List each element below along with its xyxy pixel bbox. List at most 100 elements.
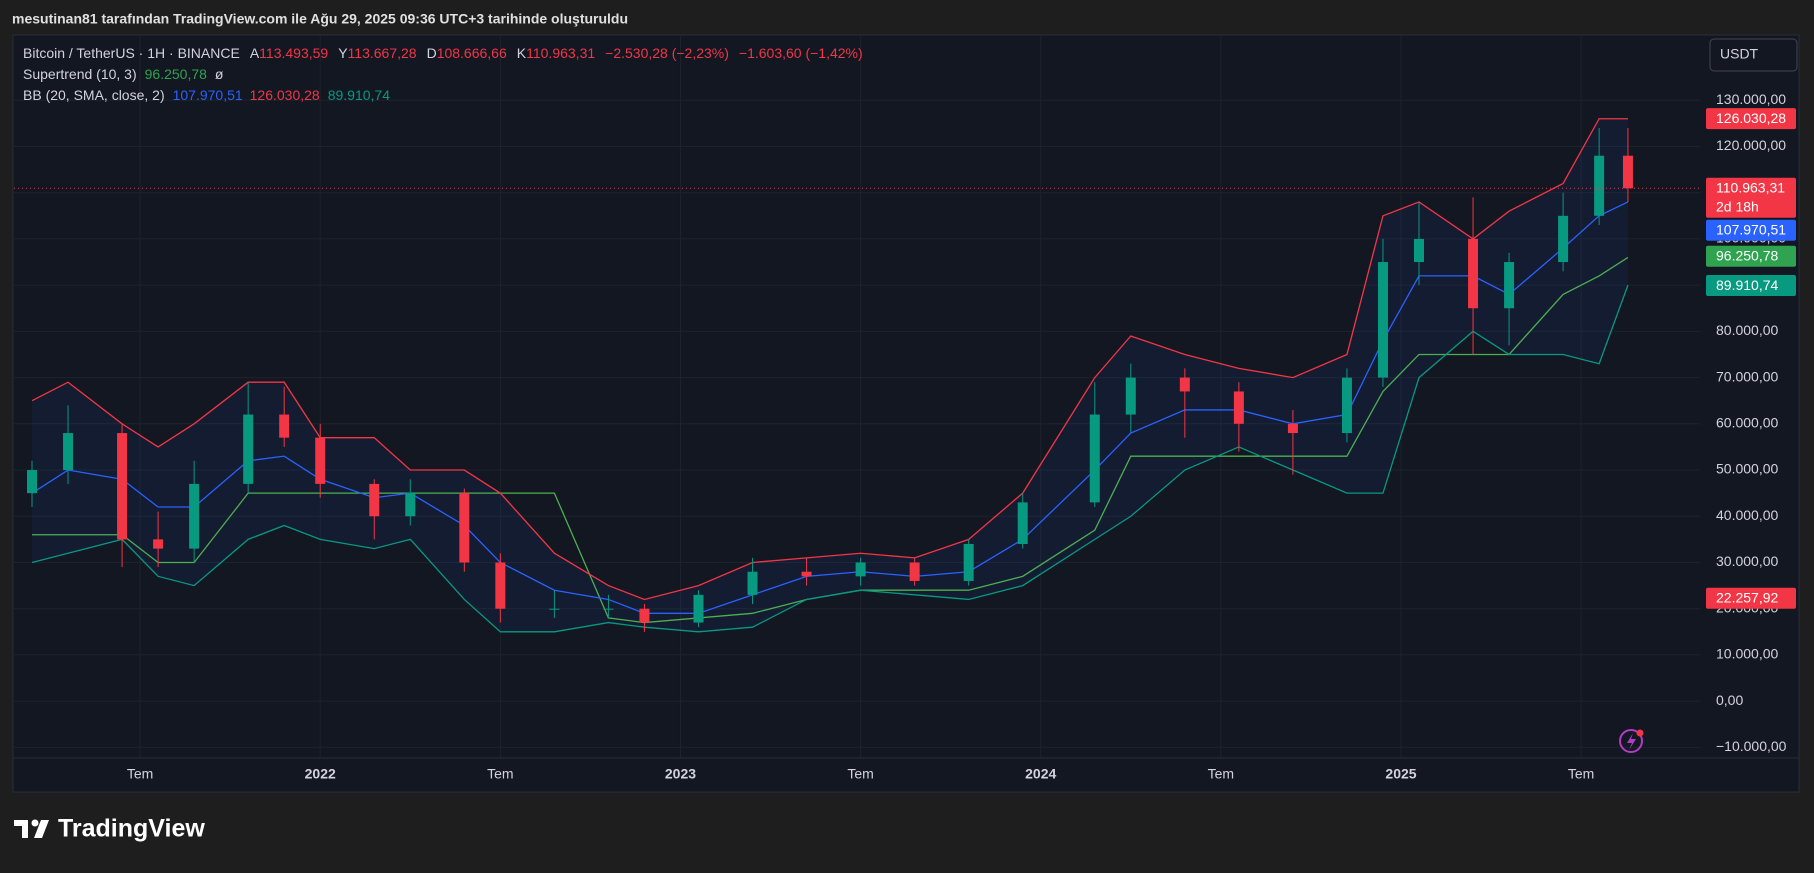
candle-body: [279, 414, 290, 438]
price-tag-label: 126.030,28: [1716, 110, 1786, 126]
price-tag-label: 89.910,74: [1716, 277, 1778, 293]
candle-body: [1179, 377, 1190, 392]
legend-text: −2.530,28 (−2,23%): [605, 45, 729, 61]
legend-text: 108.666,66: [437, 45, 507, 61]
price-tag: [1706, 108, 1796, 130]
candle-body: [27, 470, 38, 494]
candle-body: [117, 433, 128, 540]
price-tag-label: 22.257,92: [1716, 589, 1778, 605]
legend-text: 96.250,78: [145, 66, 207, 82]
candle-body: [1017, 502, 1028, 544]
plot: 130.000,00120.000,00110.000,00100.000,00…: [13, 36, 1799, 782]
header-note: mesutinan81 tarafından TradingView.com i…: [12, 11, 628, 27]
y-tick-label: 0,00: [1716, 692, 1743, 708]
x-tick-label: 2025: [1385, 766, 1416, 782]
price-tag: [1706, 177, 1796, 218]
legend-text: Bitcoin / TetherUS · 1H · BINANCE: [23, 45, 240, 61]
candle-body: [603, 608, 614, 610]
candle-body: [909, 562, 920, 581]
candle-body: [243, 414, 254, 484]
bollinger-band-fill: [32, 118, 1628, 632]
y-tick-label: 130.000,00: [1716, 91, 1786, 107]
legend-text: A: [250, 45, 260, 61]
currency-button[interactable]: [1709, 38, 1798, 72]
price-tag-label: 110.963,31: [1716, 179, 1785, 195]
candle-body: [459, 493, 470, 563]
candle-body: [693, 594, 704, 623]
logo-icon: [14, 819, 49, 838]
y-tick-label: 80.000,00: [1716, 322, 1778, 338]
x-tick-label: 2023: [665, 766, 696, 782]
candle-body: [405, 493, 416, 517]
legend-text: −1.603,60 (−1,42%): [739, 45, 863, 61]
candle-body: [639, 608, 650, 623]
bollinger-upper: [31, 118, 1628, 601]
price-tag-countdown: 2d 18h: [1716, 198, 1759, 214]
legend-text: BB (20, SMA, close, 2): [23, 87, 165, 103]
price-tag: [1706, 587, 1796, 609]
candle-body: [1414, 238, 1424, 263]
candle-body: [1287, 423, 1298, 434]
alert-dot: [1636, 729, 1644, 737]
y-tick-label: 10.000,00: [1716, 646, 1778, 662]
candle-body: [1558, 215, 1569, 263]
legend-text: 126.030,28: [250, 87, 320, 103]
candle-body: [1468, 238, 1479, 309]
x-tick-label: Tem: [127, 766, 153, 782]
candle-body: [189, 483, 200, 549]
price-tag: [1706, 245, 1796, 267]
candle-body: [63, 433, 74, 471]
candle-body: [153, 539, 164, 549]
legend-text: Y: [338, 45, 348, 61]
legend-text: 113.493,59: [259, 45, 328, 61]
currency-label: USDT: [1720, 46, 1759, 62]
legend-text: ø: [215, 66, 224, 82]
y-tick-label: 40.000,00: [1716, 507, 1778, 523]
alert-icon[interactable]: [1619, 729, 1643, 753]
x-tick-label: 2022: [305, 766, 336, 782]
x-tick-label: 2024: [1025, 766, 1056, 782]
x-tick-label: Tem: [1208, 766, 1234, 782]
legend-row: BB (20, SMA, close, 2) 107.970,51 126.030,…: [23, 87, 390, 103]
candle-body: [1089, 414, 1100, 503]
alert-bolt: [1627, 733, 1636, 750]
price-tag: [1706, 275, 1796, 297]
legend-text: Supertrend (10, 3): [23, 66, 137, 82]
legend-row: Bitcoin / TetherUS · 1H · BINANCE A113.49…: [23, 45, 863, 61]
candle-body: [1504, 262, 1515, 309]
legend-text: 113.667,28: [348, 45, 417, 61]
candle-body: [1594, 155, 1605, 216]
candle-body: [1377, 262, 1388, 378]
x-tick-label: Tem: [487, 766, 513, 782]
candle-body: [855, 562, 866, 577]
price-tag: [1706, 219, 1796, 241]
legend-text: 107.970,51: [173, 87, 243, 103]
candle-body: [1233, 391, 1244, 424]
candle-body: [747, 571, 758, 595]
x-tick-label: Tem: [847, 766, 873, 782]
candle-body: [963, 543, 974, 581]
y-tick-label: 60.000,00: [1716, 415, 1778, 431]
brand-name: TradingView: [58, 815, 205, 843]
y-tick-label: 120.000,00: [1716, 137, 1786, 153]
price-tag-label: 107.970,51: [1716, 221, 1786, 237]
candle-body: [549, 608, 560, 610]
legend-text: K: [517, 45, 527, 61]
candle-body: [495, 562, 506, 609]
legend-text: 110.963,31: [526, 45, 595, 61]
x-tick-label: Tem: [1568, 766, 1594, 782]
chart-panel: [12, 34, 1800, 793]
y-tick-label: 30.000,00: [1716, 553, 1778, 569]
candle-body: [315, 437, 326, 484]
legend-row: Supertrend (10, 3) 96.250,78 ø: [23, 66, 224, 82]
bollinger-lower: [31, 284, 1629, 633]
price-tag-label: 96.250,78: [1716, 247, 1778, 263]
y-tick-label: −10.000,00: [1716, 738, 1787, 754]
y-tick-label: 70.000,00: [1716, 368, 1778, 384]
y-tick-label: 50.000,00: [1716, 461, 1778, 477]
candle-body: [1341, 377, 1352, 434]
candle-body: [1125, 377, 1136, 415]
legend-text: 89.910,74: [328, 87, 390, 103]
